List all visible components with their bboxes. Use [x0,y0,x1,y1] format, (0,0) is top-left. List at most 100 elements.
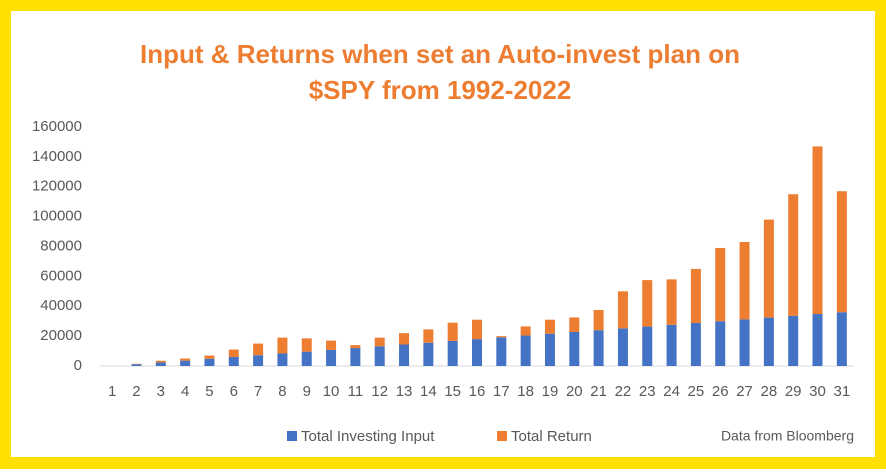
bar-segment [496,336,506,337]
bar-segment [448,323,458,341]
bar-segment [691,323,701,366]
chart-title: Input & Returns when set an Auto-invest … [140,39,740,69]
bar-segment [448,341,458,366]
bar-segment [521,336,531,366]
x-tick-label: 27 [736,383,753,400]
bar-segment [813,314,823,366]
legend-label: Total Return [511,428,592,445]
x-tick-label: 25 [688,383,705,400]
bar-segment [350,348,360,366]
legend-label: Total Investing Input [301,428,435,445]
y-tick-label: 140000 [32,148,82,165]
bar-segment [740,319,750,366]
x-tick-label: 24 [663,383,680,400]
bar-segment [277,338,287,354]
bar-segment [302,338,312,351]
bar-segment [423,329,433,342]
bar-segment [204,356,214,359]
x-tick-label: 18 [517,383,534,400]
bar-segment [253,355,263,366]
bar-segment [156,361,166,363]
bar-segment [788,194,798,316]
y-tick-label: 100000 [32,208,82,225]
bar-segment [667,279,677,324]
bar-segment [326,350,336,366]
x-tick-label: 16 [469,383,486,400]
bar-segment [131,364,141,366]
bar-segment [375,338,385,347]
x-tick-label: 30 [809,383,826,400]
x-tick-label: 10 [323,383,340,400]
bar-segment [375,346,385,366]
x-tick-label: 8 [278,383,286,400]
bar-segment [837,312,847,366]
bar-segment [399,344,409,366]
x-tick-label: 29 [785,383,802,400]
x-tick-label: 4 [181,383,189,400]
x-tick-label: 3 [157,383,165,400]
x-tick-label: 7 [254,383,262,400]
bar-segment [642,327,652,366]
bar-segment [277,353,287,366]
x-tick-label: 6 [230,383,238,400]
bar-segment [740,242,750,319]
x-tick-label: 20 [566,383,583,400]
x-tick-label: 11 [348,383,364,400]
bar-segment [691,269,701,323]
y-tick-label: 80000 [40,237,82,254]
legend-swatch [497,431,507,441]
x-tick-label: 13 [396,383,413,400]
x-tick-label: 26 [712,383,729,400]
bar-segment [618,291,628,328]
x-tick-label: 22 [615,383,632,400]
bar-segment [472,339,482,366]
bar-segment [423,343,433,366]
x-tick-label: 19 [542,383,559,400]
bar-segment [715,248,725,321]
x-tick-label: 21 [590,383,607,400]
x-tick-label: 14 [420,383,437,400]
x-tick-label: 5 [205,383,213,400]
bar-segment [618,328,628,366]
bar-segment [788,316,798,366]
y-tick-label: 160000 [32,118,82,135]
y-tick-label: 60000 [40,267,82,284]
bar-segment [569,332,579,366]
bar-segment [837,191,847,312]
bar-segment [545,320,555,334]
x-tick-label: 1 [108,383,116,400]
x-tick-label: 9 [303,383,311,400]
bar-segment [715,321,725,366]
x-tick-label: 15 [444,383,461,400]
y-tick-label: 120000 [32,178,82,195]
legend-swatch [287,431,297,441]
chart-title: $SPY from 1992-2022 [309,75,572,105]
y-tick-label: 20000 [40,327,82,344]
bar-segment [521,326,531,335]
bar-segment [204,359,214,366]
bar-segment [667,325,677,366]
bar-segment [350,345,360,348]
source-note: Data from Bloomberg [721,428,854,444]
y-tick-label: 0 [74,357,82,374]
bar-segment [594,310,604,330]
y-tick-label: 40000 [40,297,82,314]
bar-segment [496,337,506,366]
bar-segment [229,357,239,366]
bar-segment [764,220,774,318]
bar-segment [569,317,579,331]
x-tick-label: 23 [639,383,656,400]
bar-segment [180,359,190,361]
bar-segment [813,146,823,314]
x-tick-label: 17 [493,383,510,400]
bar-segment [326,341,336,350]
bar-segment [545,334,555,366]
x-tick-label: 31 [833,383,850,400]
bar-segment [253,344,263,356]
bar-segment [229,350,239,357]
bar-segment [764,318,774,366]
bar-segment [302,352,312,366]
bar-segment [594,330,604,366]
bar-segment [399,333,409,344]
